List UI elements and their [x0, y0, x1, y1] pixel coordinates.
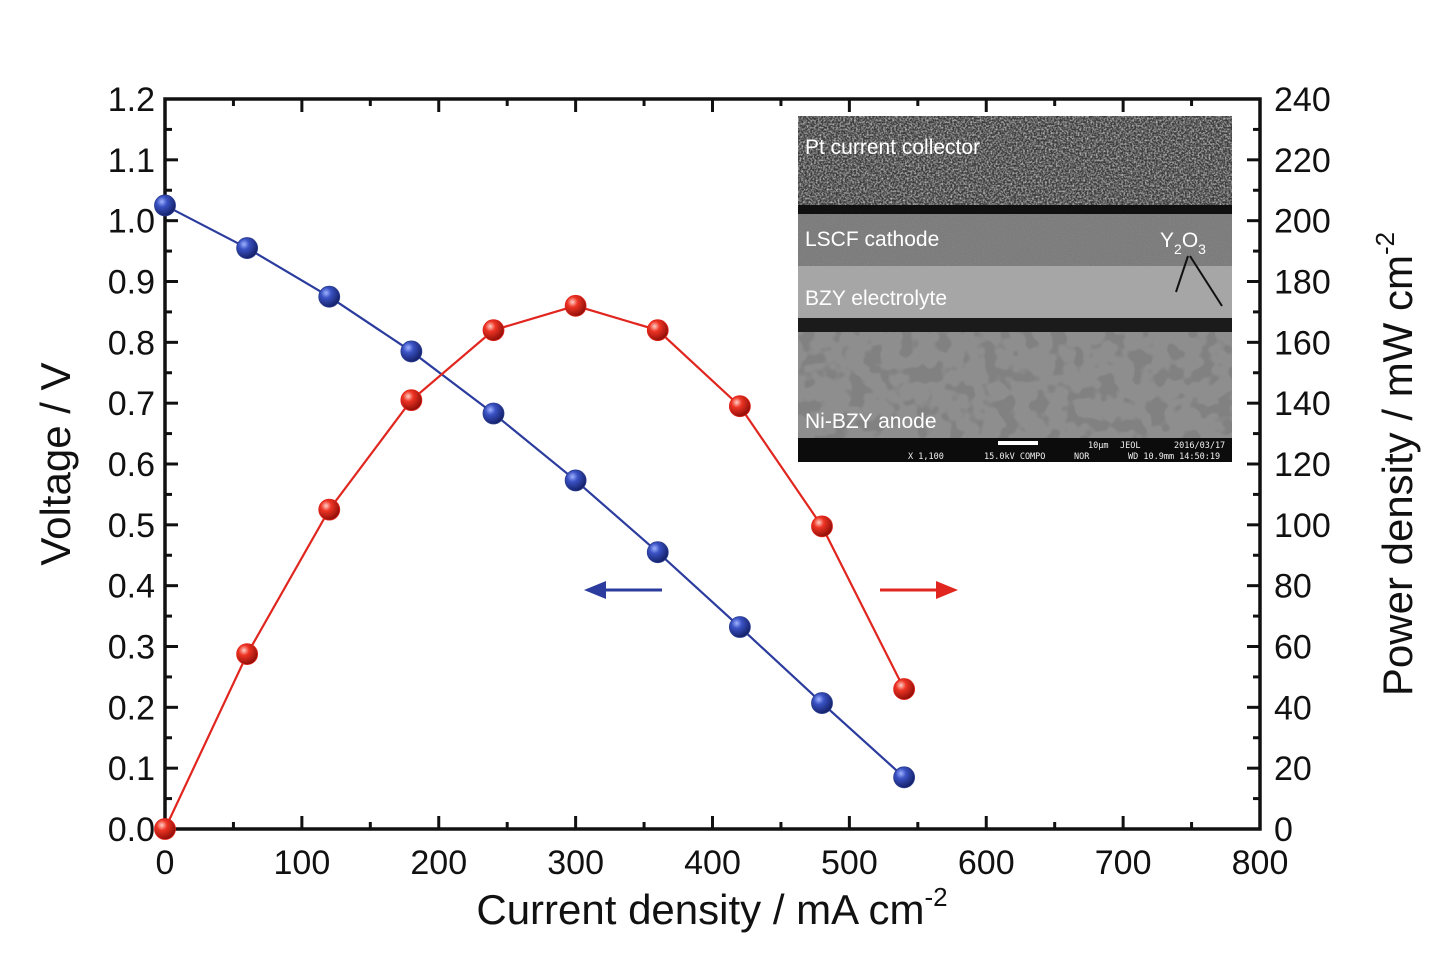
- scale-bar: [998, 441, 1038, 445]
- power-data-point: [482, 319, 505, 342]
- y-right-tick-label: 240: [1274, 81, 1331, 119]
- y-right-tick-label: 100: [1274, 507, 1331, 545]
- x-tick-label: 600: [958, 844, 1015, 882]
- y-right-tick-label: 0: [1274, 811, 1293, 849]
- y-right-tick-label: 20: [1274, 750, 1312, 788]
- left-axis-arrow: [584, 581, 662, 599]
- y-left-tick-label: 1.2: [108, 81, 155, 119]
- y-right-tick-label: 120: [1274, 446, 1331, 484]
- sem-micrograph-inset: Pt current collector LSCF cathode BZY el…: [798, 116, 1232, 462]
- power-data-point: [154, 818, 176, 840]
- voltage-series-line: [164, 204, 905, 779]
- sem-mode-text: NOR: [1074, 452, 1090, 462]
- x-axis-title: Current density / mA cm-2: [476, 882, 947, 933]
- voltage-data-point: [811, 692, 833, 714]
- y-right-tick-labels: 0 20 40 60 80 100 120 140 160 180 200 220 240: [1274, 81, 1331, 849]
- x-tick-label: 500: [821, 844, 878, 882]
- power-series-line: [164, 304, 906, 830]
- power-data-point: [564, 294, 587, 317]
- y-right-tick-label: 200: [1274, 203, 1331, 241]
- x-tick-label: 100: [274, 844, 331, 882]
- x-tick-label: 800: [1232, 844, 1289, 882]
- inset-label-y2o3: Y2O3: [1160, 229, 1206, 257]
- voltage-data-point: [154, 194, 176, 217]
- sem-wd-text: WD 10.9mm 14:50:19: [1128, 452, 1220, 462]
- y-left-tick-label: 0.8: [108, 324, 155, 362]
- sem-scale-text: 10μm: [1088, 441, 1108, 451]
- right-axis-arrow: [880, 581, 958, 599]
- y-left-tick-label: 0.2: [108, 689, 155, 727]
- x-tick-label: 0: [156, 844, 175, 882]
- voltage-data-point: [400, 340, 423, 363]
- y-right-tick-label: 180: [1274, 264, 1331, 302]
- y-left-tick-label: 0.4: [108, 568, 155, 606]
- x-tick-label: 200: [410, 844, 467, 882]
- y-left-tick-label: 0.0: [108, 811, 155, 849]
- power-data-point: [728, 395, 751, 418]
- power-data-point: [236, 643, 259, 666]
- x-tick-labels: 0 100 200 300 400 500 600 700 800: [156, 844, 1289, 882]
- power-data-point: [646, 319, 669, 342]
- y-left-tick-label: 0.1: [108, 750, 155, 788]
- power-data-point: [318, 498, 341, 521]
- voltage-series-points: [154, 194, 916, 789]
- sem-mag-text: X 1,100: [908, 452, 944, 462]
- y-left-tick-labels: 0.0 0.1 0.2 0.3 0.4 0.5 0.6 0.7 0.8 0.9 1.0 1.1 1.2: [108, 81, 155, 849]
- y-left-tick-label: 0.7: [108, 385, 155, 423]
- y-right-tick-label: 220: [1274, 142, 1331, 180]
- y-left-tick-label: 0.3: [108, 629, 155, 667]
- y-left-tick-label: 0.9: [108, 264, 155, 302]
- x-tick-label: 700: [1095, 844, 1152, 882]
- inset-label-cathode: LSCF cathode: [805, 228, 939, 251]
- power-data-point: [400, 389, 423, 412]
- power-data-point: [893, 678, 916, 700]
- inset-label-anode: Ni-BZY anode: [805, 410, 937, 433]
- voltage-data-point: [646, 541, 669, 564]
- y-right-axis-title: Power density / mW cm-2: [1370, 232, 1421, 696]
- y-right-tick-label: 40: [1274, 689, 1312, 727]
- power-series-points: [154, 294, 916, 840]
- voltage-data-point: [728, 616, 751, 638]
- y-left-axis-title: Voltage / V: [32, 362, 79, 565]
- sem-date-text: 2016/03/17: [1174, 441, 1225, 451]
- y-right-tick-label: 140: [1274, 385, 1331, 423]
- electrolyte-layer: [798, 266, 1232, 320]
- y-left-tick-label: 1.1: [108, 142, 155, 180]
- y-left-tick-label: 0.5: [108, 507, 155, 545]
- sem-brand-text: JEOL: [1120, 441, 1140, 451]
- x-tick-label: 300: [547, 844, 604, 882]
- voltage-data-point: [318, 285, 341, 308]
- y-left-tick-label: 0.6: [108, 446, 155, 484]
- axis-ticks: [163, 97, 1262, 831]
- y-right-tick-label: 60: [1274, 629, 1312, 667]
- sem-kv-text: 15.0kV COMPO: [984, 452, 1045, 462]
- inset-label-pt: Pt current collector: [805, 136, 980, 159]
- y-left-tick-label: 1.0: [108, 203, 155, 241]
- voltage-data-point: [564, 469, 587, 492]
- x-tick-label: 400: [684, 844, 741, 882]
- voltage-data-point: [482, 402, 505, 425]
- y-right-tick-label: 80: [1274, 568, 1312, 606]
- voltage-data-point: [893, 766, 916, 789]
- voltage-data-point: [236, 237, 259, 259]
- y-right-tick-label: 160: [1274, 324, 1331, 362]
- power-data-point: [811, 515, 833, 538]
- inset-label-electrolyte: BZY electrolyte: [805, 287, 947, 310]
